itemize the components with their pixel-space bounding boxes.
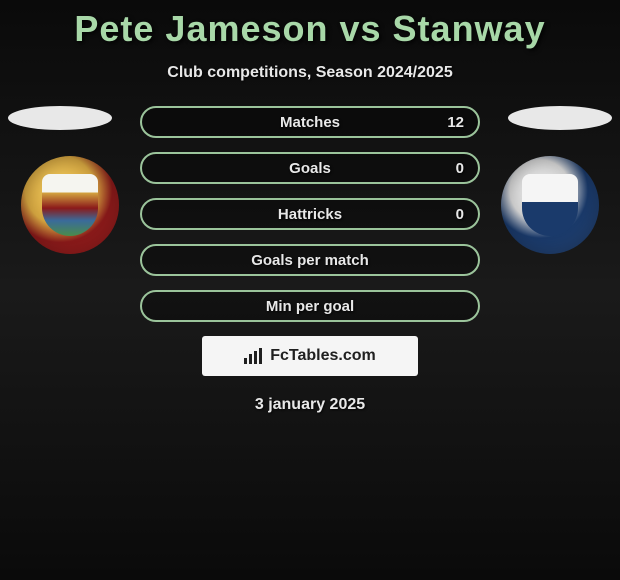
stat-row-goals: Goals 0 — [140, 152, 480, 184]
branding-text: FcTables.com — [270, 347, 376, 365]
stat-row-hattricks: Hattricks 0 — [140, 198, 480, 230]
stat-label: Goals per match — [251, 252, 369, 269]
date-text: 3 january 2025 — [0, 396, 620, 414]
stats-column: Matches 12 Goals 0 Hattricks 0 Goals per… — [140, 106, 480, 322]
name-plate-right — [508, 106, 612, 130]
stat-row-goals-per-match: Goals per match — [140, 244, 480, 276]
stat-label: Matches — [280, 114, 340, 131]
stat-row-matches: Matches 12 — [140, 106, 480, 138]
subtitle: Club competitions, Season 2024/2025 — [0, 64, 620, 82]
club-crest-right — [501, 156, 599, 254]
stat-value-right: 12 — [447, 114, 464, 131]
page-title: Pete Jameson vs Stanway — [0, 8, 620, 50]
crest-shield-right — [522, 174, 578, 236]
stat-label: Hattricks — [278, 206, 342, 223]
content-area: Matches 12 Goals 0 Hattricks 0 Goals per… — [0, 106, 620, 414]
club-crest-left — [21, 156, 119, 254]
stat-label: Goals — [289, 160, 331, 177]
name-plate-left — [8, 106, 112, 130]
stat-value-right: 0 — [456, 206, 464, 223]
infographic-container: Pete Jameson vs Stanway Club competition… — [0, 0, 620, 414]
stat-row-min-per-goal: Min per goal — [140, 290, 480, 322]
stat-value-right: 0 — [456, 160, 464, 177]
branding-box: FcTables.com — [202, 336, 418, 376]
crest-shield-left — [42, 174, 98, 236]
stat-label: Min per goal — [266, 298, 354, 315]
chart-icon — [244, 348, 264, 364]
